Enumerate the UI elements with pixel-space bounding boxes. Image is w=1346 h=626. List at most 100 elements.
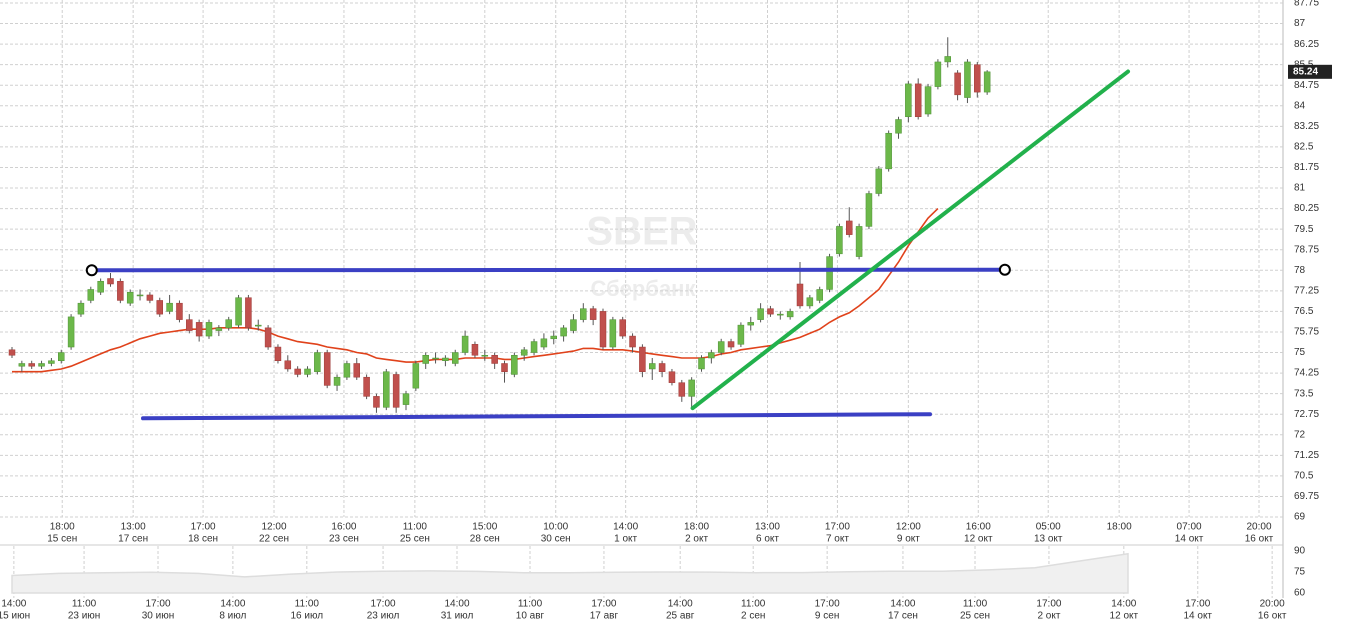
y-tick-label: 75 <box>1294 347 1306 358</box>
candle-body <box>501 363 508 372</box>
nav-x-tick-date: 17 авг <box>590 611 619 622</box>
nav-y-tick-label: 75 <box>1294 567 1306 578</box>
candle-body <box>796 283 804 307</box>
x-tick-label: 16:00 <box>331 522 356 533</box>
candle-body <box>570 319 577 331</box>
x-tick-label: 13:00 <box>121 522 146 533</box>
candle-body <box>126 291 134 304</box>
x-tick-label: 11:00 <box>403 522 428 533</box>
nav-x-tick-date: 30 июн <box>142 611 175 622</box>
x-tick-label: 15:00 <box>472 522 497 533</box>
candle-body <box>806 297 814 307</box>
candle-body <box>264 327 272 348</box>
nav-x-tick-label: 17:00 <box>591 599 616 610</box>
candle-body <box>974 64 981 93</box>
candle-body <box>284 360 292 370</box>
candle-body <box>599 311 607 348</box>
y-tick-label: 78.75 <box>1294 244 1319 255</box>
x-tick-label: 17:00 <box>191 522 216 533</box>
candle-body <box>353 363 360 378</box>
nav-x-tick-date: 23 июл <box>367 611 400 622</box>
candle-body <box>314 352 321 372</box>
candle-body <box>855 226 863 257</box>
x-tick-date: 25 сен <box>400 534 430 545</box>
candle-body <box>402 393 410 405</box>
y-tick-label: 82.5 <box>1294 142 1314 153</box>
y-tick-label: 84.75 <box>1294 80 1319 91</box>
candle-body <box>215 327 223 331</box>
nav-x-tick-label: 17:00 <box>815 599 840 610</box>
candle-body <box>392 374 400 408</box>
x-tick-label: 05:00 <box>1036 522 1061 533</box>
candle-body <box>560 327 567 337</box>
candle-body <box>77 302 85 315</box>
candle-body <box>619 319 626 337</box>
nav-x-tick-date: 16 окт <box>1258 611 1287 622</box>
x-tick-date: 6 окт <box>756 534 779 545</box>
candle-body <box>48 360 55 364</box>
y-tick-label: 80.25 <box>1294 203 1319 214</box>
candle-body <box>865 193 873 227</box>
candle-body <box>422 355 429 364</box>
x-tick-label: 14:00 <box>613 522 638 533</box>
candle-body <box>304 368 311 375</box>
candle-body <box>747 322 754 326</box>
y-tick-label: 75.75 <box>1294 327 1319 338</box>
candle-body <box>954 72 961 96</box>
x-tick-date: 23 сен <box>329 534 359 545</box>
candle-body <box>432 357 439 360</box>
nav-x-tick-label: 11:00 <box>518 599 543 610</box>
y-tick-label: 79.5 <box>1294 224 1314 235</box>
candle-body <box>914 83 922 118</box>
candle-body <box>146 294 154 301</box>
y-tick-label: 71.25 <box>1294 450 1319 461</box>
candle-body <box>205 322 213 337</box>
y-tick-label: 72.75 <box>1294 409 1319 420</box>
x-tick-date: 17 сен <box>118 534 148 545</box>
y-tick-label: 81 <box>1294 183 1306 194</box>
nav-x-tick-date: 15 июн <box>0 611 30 622</box>
x-tick-label: 16:00 <box>966 522 991 533</box>
y-tick-label: 86.25 <box>1294 39 1319 50</box>
nav-x-tick-label: 11:00 <box>741 599 766 610</box>
candle-body <box>383 371 390 408</box>
candle-body <box>678 382 686 397</box>
y-tick-label: 69 <box>1294 512 1306 523</box>
x-tick-label: 10:00 <box>543 522 568 533</box>
watermark-subtitle: Сбербанк <box>591 276 697 301</box>
candle-body <box>166 302 173 312</box>
x-tick-date: 2 окт <box>685 534 708 545</box>
x-tick-label: 20:00 <box>1246 522 1271 533</box>
candle-body <box>580 308 587 320</box>
candle-body <box>195 322 203 337</box>
nav-x-tick-label: 17:00 <box>1036 599 1061 610</box>
x-tick-date: 16 окт <box>1245 534 1274 545</box>
nav-x-tick-date: 12 окт <box>1110 611 1139 622</box>
candle-body <box>235 297 242 326</box>
nav-x-tick-date: 17 сен <box>888 611 918 622</box>
candle-body <box>786 311 794 318</box>
candle-body <box>87 289 95 301</box>
candle-body <box>589 308 597 320</box>
candle-body <box>225 319 232 329</box>
candle-body <box>658 363 666 372</box>
candle-body <box>511 355 518 375</box>
nav-x-tick-label: 11:00 <box>963 599 988 610</box>
candle-body <box>639 346 646 372</box>
candle-body <box>540 338 548 348</box>
candle-body <box>176 302 183 320</box>
candle-body <box>846 220 853 235</box>
nav-y-tick-label: 90 <box>1294 546 1306 557</box>
y-tick-label: 87.75 <box>1294 0 1319 9</box>
candle-body <box>323 352 331 386</box>
candle-body <box>97 280 104 293</box>
y-tick-label: 73.5 <box>1294 388 1314 399</box>
candle-body <box>836 226 843 255</box>
nav-x-tick-date: 2 сен <box>741 611 765 622</box>
x-tick-date: 14 окт <box>1175 534 1204 545</box>
y-tick-label: 78 <box>1294 265 1306 276</box>
nav-x-tick-label: 14:00 <box>890 599 915 610</box>
candle-body <box>363 376 370 397</box>
nav-x-tick-date: 25 сен <box>960 611 990 622</box>
nav-x-tick-label: 17:00 <box>145 599 170 610</box>
